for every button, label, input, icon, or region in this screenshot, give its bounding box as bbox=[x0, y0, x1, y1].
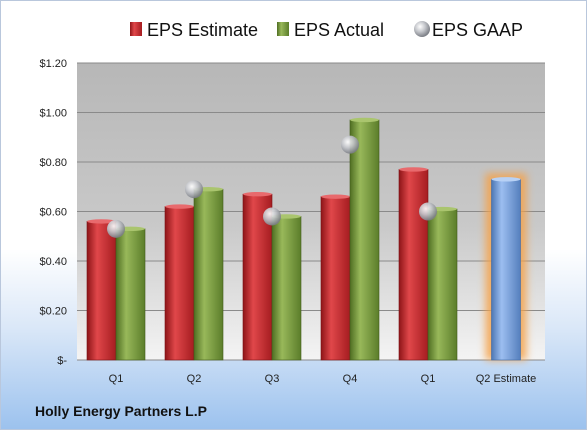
x-tick-label: Q3 bbox=[265, 373, 280, 385]
eps-estimate-bar-top bbox=[243, 191, 272, 197]
legend-label: EPS GAAP bbox=[432, 20, 523, 40]
legend-label: EPS Actual bbox=[294, 20, 384, 40]
x-tick-label: Q1 bbox=[109, 373, 124, 385]
eps-actual-bar bbox=[427, 208, 458, 361]
y-tick-label: $0.20 bbox=[39, 306, 67, 318]
eps-estimate-bar-top bbox=[165, 204, 194, 209]
x-tick-label: Q2 bbox=[187, 373, 202, 385]
eps-actual-bar bbox=[349, 119, 380, 361]
legend-label: EPS Estimate bbox=[147, 20, 258, 40]
x-tick-label: Q2 Estimate bbox=[476, 373, 537, 385]
y-tick-label: $0.60 bbox=[39, 207, 67, 219]
x-tick-label: Q1 bbox=[421, 373, 436, 385]
eps-gaap-marker bbox=[107, 219, 125, 238]
company-name: Holly Energy Partners L.P bbox=[35, 403, 207, 419]
x-tick-label: Q4 bbox=[343, 373, 358, 385]
eps-forecast-bar bbox=[491, 179, 521, 361]
eps-estimate-bar bbox=[398, 169, 429, 361]
eps-estimate-bar bbox=[242, 193, 273, 361]
eps-actual-bar bbox=[115, 228, 146, 361]
eps-gaap-marker bbox=[341, 135, 359, 154]
y-tick-label: $0.80 bbox=[39, 157, 67, 169]
eps-gaap-marker bbox=[419, 202, 437, 221]
legend-swatch bbox=[130, 22, 142, 36]
legend: EPS Estimate EPS Actual EPS GAAP bbox=[130, 20, 523, 40]
eps-estimate-bar bbox=[164, 206, 195, 361]
eps-forecast-bar-top bbox=[491, 177, 521, 182]
eps-actual-bar-top bbox=[350, 117, 379, 123]
eps-gaap-marker bbox=[263, 207, 281, 226]
eps-estimate-bar-top bbox=[87, 219, 116, 224]
eps-estimate-bar-top bbox=[321, 194, 350, 199]
eps-estimate-bar bbox=[86, 221, 117, 361]
y-tick-label: $1.00 bbox=[39, 108, 67, 120]
legend-swatch bbox=[277, 22, 289, 36]
legend-swatch bbox=[414, 21, 430, 37]
y-tick-label: $0.40 bbox=[39, 256, 67, 268]
eps-actual-bar bbox=[271, 216, 302, 361]
y-tick-label: $- bbox=[57, 355, 67, 367]
eps-estimate-bar bbox=[320, 196, 351, 361]
eps-actual-bar bbox=[193, 188, 224, 361]
eps-gaap-marker bbox=[185, 180, 203, 199]
eps-estimate-bar-top bbox=[399, 167, 428, 172]
y-tick-label: $1.20 bbox=[39, 58, 67, 70]
